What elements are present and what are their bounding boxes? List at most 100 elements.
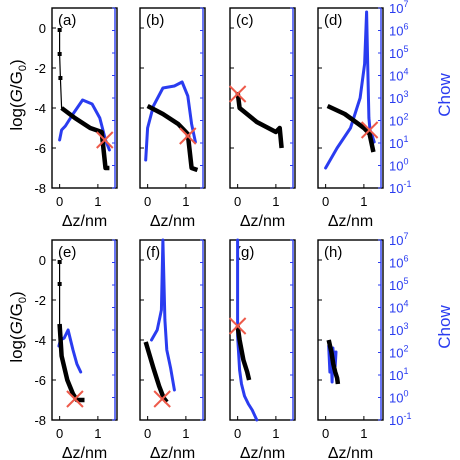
chow-tick-label: 104 — [389, 67, 408, 84]
marker-x — [96, 131, 114, 149]
panel-frame — [317, 239, 384, 421]
chow-series-line — [324, 10, 376, 170]
conductance-point — [58, 76, 63, 80]
conductance-series-line — [235, 91, 284, 149]
y-tick-label: -8 — [34, 181, 46, 196]
panel-frame — [317, 7, 384, 189]
x-tick-label: 0 — [56, 426, 63, 441]
chow-tick-label: 105 — [389, 276, 408, 293]
conductance-series-line — [143, 341, 169, 404]
conductance-series-line — [326, 103, 376, 153]
marker-x-stroke — [153, 390, 171, 408]
x-axis-label: Δz/nm — [62, 445, 107, 460]
chow-tick-label: 10-1 — [389, 411, 411, 428]
conductance-point — [57, 282, 62, 286]
panel-e: (e) 0 -2 -4 -6 -8 0 1 Δz/nm — [34, 239, 118, 460]
conductance-series-line — [57, 323, 85, 403]
right-axis-label-top: Chow — [435, 73, 454, 117]
chow-tick-label: 105 — [389, 44, 408, 61]
chow-tick-label: 104 — [389, 299, 408, 316]
chow-tick-label: 102 — [389, 344, 408, 361]
marker-x-stroke — [228, 85, 247, 103]
marker-x-stroke — [360, 121, 379, 139]
panel-frame — [51, 7, 118, 189]
x-axis-label: Δz/nm — [150, 445, 195, 460]
y-tick-label: -4 — [34, 333, 46, 348]
x-tick-label: 0 — [144, 194, 151, 209]
panel-a: (a) 0 -2 -4 -6 -8 0 1 Δz/nm — [34, 7, 118, 230]
y-tick-label: 0 — [39, 253, 46, 268]
x-tick-label: 1 — [182, 426, 189, 441]
x-tick-label: 0 — [234, 426, 241, 441]
panel-b: (b) 0 1 Δz/nm — [139, 7, 206, 230]
x-axis-label: Δz/nm — [62, 213, 107, 230]
panel-frame — [229, 7, 296, 189]
x-tick-label: 1 — [360, 426, 367, 441]
chow-tick-label: 100 — [389, 389, 408, 406]
marker-x-stroke — [66, 390, 84, 408]
chow-tick-label: 103 — [389, 321, 408, 338]
x-axis-label: Δz/nm — [240, 213, 285, 230]
panel-label: (e) — [58, 244, 76, 261]
conductance-point — [57, 28, 62, 32]
x-tick-label: 0 — [144, 426, 151, 441]
conductance-series-line — [60, 106, 110, 171]
x-axis-label: Δz/nm — [328, 213, 373, 230]
panel-label: (d) — [324, 12, 342, 29]
marker-x — [228, 317, 247, 335]
x-tick-label: 1 — [94, 426, 101, 441]
panel-frame — [139, 239, 206, 421]
right-axis-label-bottom: Chow — [435, 305, 454, 349]
conductance-point — [57, 260, 62, 264]
conductance-series-line — [146, 104, 199, 173]
panel-frame — [139, 7, 206, 189]
left-axis-label-top: log(G/G0) — [7, 59, 29, 130]
conductance-series-line — [235, 325, 252, 381]
chow-tick-label: 106 — [389, 254, 408, 271]
y-tick-label: -4 — [34, 101, 46, 116]
chow-tick-label: 107 — [389, 0, 408, 16]
marker-x-stroke — [179, 127, 197, 145]
left-axis-label-bottom: log(G/G0) — [7, 291, 29, 362]
x-axis-label: Δz/nm — [240, 445, 285, 460]
x-tick-label: 1 — [360, 194, 367, 209]
x-tick-label: 1 — [182, 194, 189, 209]
panel-c: (c) 0 1 Δz/nm — [228, 7, 296, 230]
x-tick-label: 1 — [94, 194, 101, 209]
x-axis-label: Δz/nm — [328, 445, 373, 460]
chow-tick-label: 10-1 — [389, 179, 411, 196]
chow-series-line — [150, 238, 176, 392]
y-tick-label: 0 — [39, 21, 46, 36]
chow-tick-label: 101 — [389, 366, 408, 383]
panel-label: (h) — [324, 244, 342, 261]
marker-x — [66, 390, 84, 408]
y-tick-label: -8 — [34, 413, 46, 428]
panel-h: (h) 0 1 Δz/nm 107 106 105 104 103 102 101 100 10-1 — [317, 231, 411, 460]
marker-x — [360, 121, 379, 139]
y-tick-label: -6 — [34, 373, 46, 388]
x-tick-label: 0 — [322, 426, 329, 441]
panel-frame — [51, 239, 118, 421]
panel-label: (a) — [58, 12, 76, 29]
marker-x — [228, 85, 247, 103]
panel-label: (b) — [146, 12, 164, 29]
panel-label: (f) — [146, 244, 160, 261]
x-tick-label: 0 — [234, 194, 241, 209]
chow-tick-label: 107 — [389, 231, 408, 248]
x-tick-label: 1 — [272, 194, 279, 209]
panel-frame — [229, 239, 296, 421]
x-tick-label: 1 — [272, 426, 279, 441]
chow-tick-label: 100 — [389, 157, 408, 174]
chow-tick-label: 101 — [389, 134, 408, 151]
x-tick-label: 0 — [322, 194, 329, 209]
chow-tick-label: 103 — [389, 89, 408, 106]
chow-tick-label: 102 — [389, 112, 408, 129]
marker-x — [179, 127, 197, 145]
conductance-trace-thin — [59, 262, 85, 401]
panel-g: (g) 0 1 Δz/nm — [228, 238, 296, 460]
conductance-point — [57, 52, 62, 56]
panel-f: (f) 0 1 Δz/nm — [139, 238, 206, 460]
x-tick-label: 0 — [56, 194, 63, 209]
x-axis-label: Δz/nm — [150, 213, 195, 230]
